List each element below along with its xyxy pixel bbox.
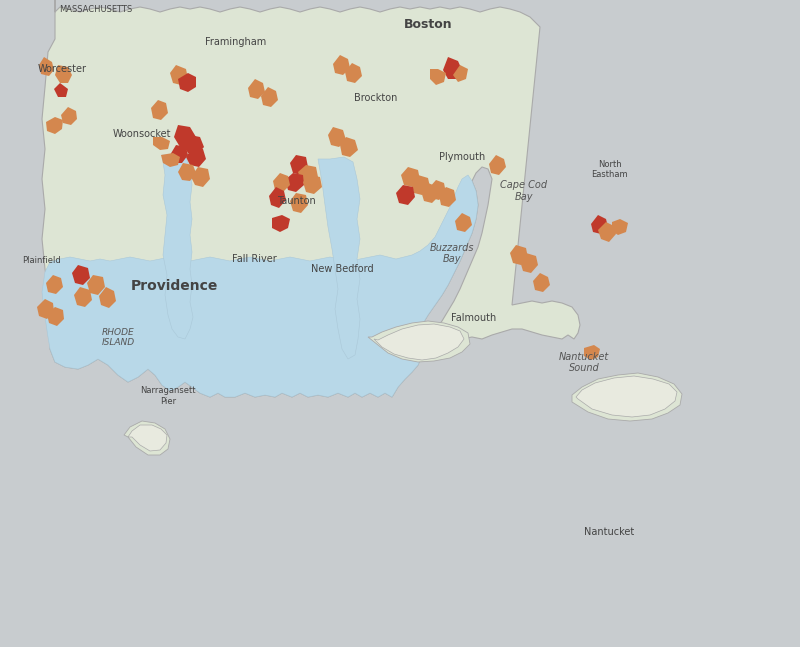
Polygon shape	[285, 173, 304, 192]
Text: Cape Cod
Bay: Cape Cod Bay	[501, 180, 547, 202]
Text: Plymouth: Plymouth	[439, 151, 486, 162]
Polygon shape	[455, 213, 472, 232]
Polygon shape	[186, 147, 206, 167]
Polygon shape	[55, 65, 72, 83]
Polygon shape	[39, 57, 54, 76]
Polygon shape	[248, 79, 265, 99]
Polygon shape	[178, 163, 196, 181]
Text: Narragansett
Pier: Narragansett Pier	[140, 386, 196, 406]
Polygon shape	[298, 165, 318, 184]
Text: Buzzards
Bay: Buzzards Bay	[430, 243, 474, 265]
Polygon shape	[598, 222, 616, 242]
Polygon shape	[430, 69, 446, 85]
Polygon shape	[153, 137, 170, 150]
Polygon shape	[533, 273, 550, 292]
Polygon shape	[340, 137, 358, 157]
Polygon shape	[269, 187, 286, 208]
Polygon shape	[191, 167, 210, 187]
Polygon shape	[401, 167, 420, 187]
Text: Falmouth: Falmouth	[451, 313, 496, 324]
Polygon shape	[510, 245, 528, 265]
Polygon shape	[290, 155, 308, 175]
Polygon shape	[576, 376, 677, 417]
Polygon shape	[47, 307, 64, 326]
Text: Plainfield: Plainfield	[22, 256, 61, 265]
Polygon shape	[42, 175, 478, 397]
Polygon shape	[87, 275, 105, 295]
Text: Nantucket: Nantucket	[585, 527, 634, 537]
Polygon shape	[443, 57, 462, 79]
Polygon shape	[128, 425, 167, 451]
Polygon shape	[411, 175, 430, 195]
Polygon shape	[333, 55, 350, 75]
Polygon shape	[345, 63, 362, 83]
Text: North
Eastham: North Eastham	[591, 160, 628, 179]
Polygon shape	[124, 421, 170, 455]
Polygon shape	[368, 321, 470, 362]
Polygon shape	[161, 153, 180, 167]
Text: MASSACHUSETTS: MASSACHUSETTS	[59, 5, 133, 14]
Polygon shape	[162, 152, 193, 339]
Polygon shape	[572, 373, 682, 421]
Polygon shape	[151, 100, 168, 120]
Polygon shape	[174, 125, 196, 147]
Polygon shape	[170, 65, 188, 85]
Text: Woonsocket: Woonsocket	[113, 129, 172, 139]
Polygon shape	[374, 324, 464, 360]
Polygon shape	[396, 185, 415, 205]
Polygon shape	[421, 183, 440, 203]
Polygon shape	[429, 180, 446, 200]
Polygon shape	[170, 145, 188, 163]
Text: Fall River: Fall River	[232, 254, 277, 264]
Text: Boston: Boston	[404, 18, 452, 31]
Text: New Bedford: New Bedford	[311, 263, 374, 274]
Polygon shape	[61, 107, 77, 125]
Polygon shape	[178, 73, 196, 92]
Polygon shape	[591, 215, 608, 234]
Text: Nantucket
Sound: Nantucket Sound	[559, 351, 609, 373]
Polygon shape	[584, 345, 600, 360]
Polygon shape	[612, 219, 628, 235]
Polygon shape	[489, 155, 506, 175]
Text: Brockton: Brockton	[354, 93, 398, 104]
Text: Framingham: Framingham	[206, 37, 266, 47]
Polygon shape	[54, 83, 68, 97]
Text: Providence: Providence	[130, 279, 218, 293]
Polygon shape	[183, 135, 204, 155]
Polygon shape	[290, 193, 308, 213]
Polygon shape	[46, 117, 63, 134]
Polygon shape	[261, 87, 278, 107]
Polygon shape	[99, 287, 116, 308]
Polygon shape	[439, 187, 456, 207]
Polygon shape	[37, 299, 54, 319]
Polygon shape	[272, 215, 290, 232]
Polygon shape	[328, 127, 346, 147]
Polygon shape	[303, 175, 322, 194]
Polygon shape	[72, 265, 90, 285]
Polygon shape	[273, 173, 290, 192]
Polygon shape	[74, 287, 92, 307]
Polygon shape	[42, 0, 580, 397]
Text: Worcester: Worcester	[38, 64, 87, 74]
Polygon shape	[46, 275, 63, 294]
Polygon shape	[520, 253, 538, 273]
Polygon shape	[318, 157, 360, 359]
Polygon shape	[453, 65, 468, 82]
Text: RHODE
ISLAND: RHODE ISLAND	[102, 328, 135, 347]
Text: Taunton: Taunton	[277, 195, 315, 206]
